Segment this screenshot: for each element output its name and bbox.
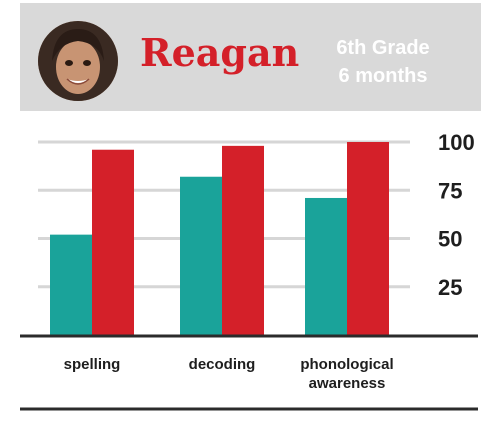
y-tick-label: 100 [438,130,475,155]
bar-decoding-before [180,176,222,335]
category-labels: spelling decoding phonological awareness [64,356,394,392]
bar-spelling-before [50,234,92,335]
category-label: spelling [64,356,121,373]
y-tick-label: 50 [438,227,462,252]
program-duration: 6 months [338,65,428,87]
bars [50,142,389,335]
bar-decoding-after [222,145,264,335]
y-tick-labels: 25 50 75 100 [438,130,475,300]
bar-phonological-before [305,197,347,335]
student-name: Reagan [140,30,300,75]
grade-level: 6th Grade [336,37,430,59]
category-label: phonological awareness [300,356,393,392]
student-avatar [38,21,118,101]
grade-info: 6th Grade 6 months [318,34,448,90]
bar-spelling-after [92,149,134,335]
y-tick-label: 25 [438,275,462,300]
y-tick-label: 75 [438,178,462,203]
category-label: decoding [189,356,256,373]
bar-phonological-after [347,142,389,335]
